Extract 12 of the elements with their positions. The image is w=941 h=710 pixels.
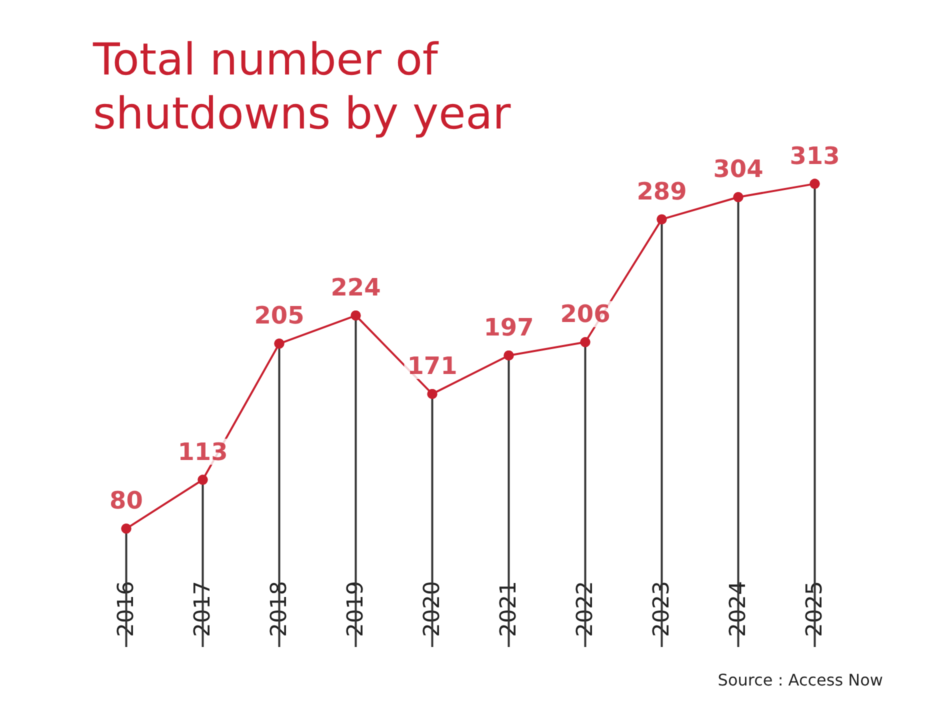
data-label: 206 (560, 300, 610, 328)
data-label: 289 (636, 177, 687, 206)
data-label: 80 (110, 486, 143, 515)
data-label: 313 (790, 142, 840, 170)
data-label: 197 (484, 313, 534, 342)
chart-title: Total number of shutdowns by year (92, 34, 512, 140)
data-label: 171 (407, 352, 458, 380)
data-label: 205 (254, 302, 304, 330)
data-label: 224 (330, 274, 381, 302)
source-note: Source : Access Now (718, 670, 883, 690)
data-label: 304 (713, 155, 764, 184)
data-label: 113 (178, 438, 228, 466)
